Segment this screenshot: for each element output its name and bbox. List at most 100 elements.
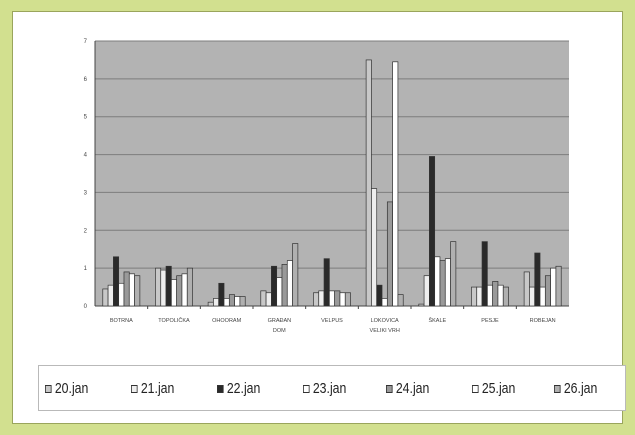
bar [418, 303, 425, 307]
bar [376, 284, 383, 307]
bar [329, 290, 336, 307]
bar [323, 258, 330, 307]
bar [381, 298, 388, 307]
y-tick-label: 2 [84, 228, 88, 234]
bar [155, 267, 162, 307]
legend-item: 25.jan [472, 380, 515, 397]
bar [292, 243, 299, 307]
x-tick-label: TOPOLIČKA [158, 317, 190, 324]
y-tick-label: 3 [84, 190, 88, 196]
bar [318, 290, 325, 307]
bar [397, 294, 404, 307]
bar [344, 292, 351, 307]
bar [186, 267, 193, 307]
bar [218, 282, 225, 307]
legend-swatch [217, 384, 224, 393]
x-tick-label: VELPUS [321, 318, 343, 324]
bar [213, 298, 220, 307]
bar [476, 286, 483, 307]
bar [276, 277, 283, 307]
legend-label: 23.jan [312, 380, 347, 397]
legend-label: 20.jan [54, 380, 89, 397]
bar [502, 286, 509, 307]
plot-area [95, 41, 569, 306]
bar [176, 275, 183, 307]
legend-swatch [303, 384, 310, 393]
y-tick-label: 1 [84, 266, 88, 272]
bar [492, 281, 499, 307]
chart-legend: 20.jan 21.jan 22.jan 23.jan 24.jan 25.jan 26.j… [38, 365, 626, 411]
bar [481, 241, 488, 307]
chart-panel: 0 1 2 3 4 5 6 7 BOTRNA TOPOLIČKA OHOORAM GRAĐAN DOM V… [12, 11, 626, 424]
y-tick-label: 0 [84, 304, 88, 310]
legend-label: 26.jan [563, 380, 598, 397]
bar [555, 265, 562, 307]
x-tick-label: GRAĐAN [268, 318, 292, 324]
legend-swatch [45, 384, 52, 393]
y-tick-label: 7 [84, 39, 88, 45]
bar [523, 271, 530, 307]
bar [365, 59, 372, 307]
legend-label: 22.jan [226, 380, 261, 397]
bar [434, 256, 441, 307]
bar [471, 286, 478, 307]
bar [102, 288, 109, 307]
bar [534, 252, 541, 307]
bar [207, 301, 214, 307]
bar [439, 260, 446, 307]
legend-item: 20.jan [45, 380, 88, 397]
y-tick-label: 4 [84, 153, 88, 159]
bar [171, 279, 178, 307]
bar [113, 256, 120, 307]
bar [123, 271, 130, 307]
bar [544, 275, 551, 307]
bar [371, 188, 378, 307]
bar [107, 284, 114, 307]
y-tick-label: 5 [84, 115, 88, 121]
bar [313, 292, 320, 307]
bar [539, 286, 546, 307]
bar [497, 284, 504, 307]
bar [423, 275, 430, 307]
bar-chart: 0 1 2 3 4 5 6 7 BOTRNA TOPOLIČKA OHOORAM GRAĐAN DOM V… [84, 39, 569, 334]
legend-label: 24.jan [395, 380, 430, 397]
legend-item: 21.jan [131, 380, 174, 397]
legend-item: 22.jan [217, 380, 260, 397]
bar [450, 241, 457, 307]
x-tick-label: BOTRNA [110, 318, 133, 324]
x-tick-label: LOKOVICA [371, 318, 399, 324]
bar [286, 260, 293, 307]
bar [487, 284, 494, 307]
x-tick-label: ŠKALE [428, 317, 446, 324]
bar [239, 296, 246, 307]
bar [550, 267, 557, 307]
bar [281, 264, 288, 307]
legend-swatch [554, 384, 561, 393]
bar [334, 290, 341, 307]
bar [265, 292, 272, 307]
bar [386, 201, 393, 307]
bar [429, 156, 436, 307]
legend-item: 23.jan [303, 380, 346, 397]
y-tick-label: 6 [84, 77, 88, 83]
x-tick-label: OHOORAM [212, 318, 241, 324]
bar [260, 290, 267, 307]
bar [529, 286, 536, 307]
bar [223, 298, 230, 307]
x-tick-label: VELIKI VRH [370, 328, 400, 334]
bar [339, 292, 346, 307]
bar [181, 273, 188, 307]
bar [165, 265, 172, 307]
bar [271, 265, 278, 307]
bar [392, 61, 399, 307]
bar [234, 296, 241, 307]
bar [128, 273, 135, 307]
legend-swatch [386, 384, 393, 393]
legend-item: 26.jan [554, 380, 597, 397]
legend-swatch [472, 384, 479, 393]
x-tick-label: ROBEJAN [530, 318, 556, 324]
bar [160, 269, 167, 307]
legend-label: 21.jan [140, 380, 175, 397]
x-tick-label: PESJE [481, 318, 499, 324]
bar [444, 258, 451, 307]
